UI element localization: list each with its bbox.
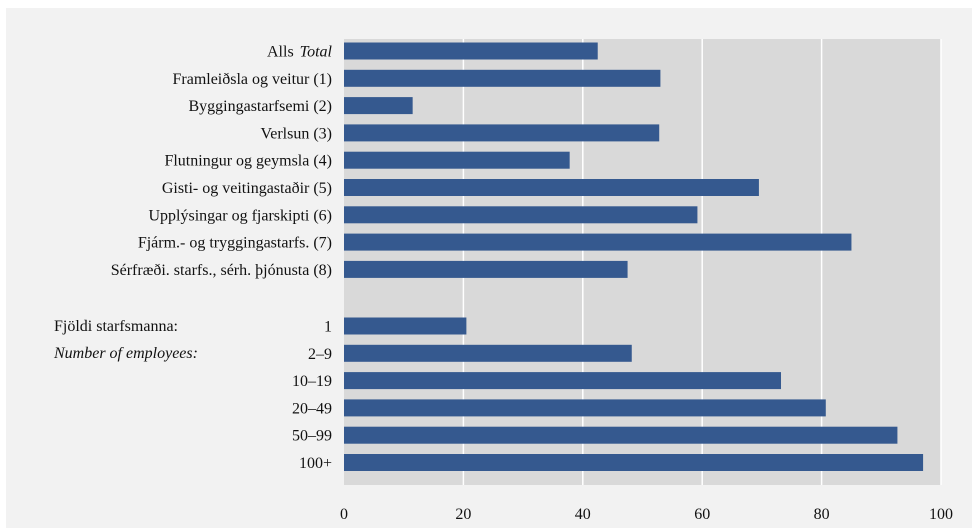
category-label: Sérfræði. starfs., sérh. þjónusta (8) [111,262,332,279]
bar [344,124,660,142]
bar [344,179,759,196]
bar [344,42,598,60]
category-label: Upplýsingar og fjarskipti (6) [148,207,332,224]
x-tick-label: 0 [340,506,348,523]
x-tick-label: 60 [694,506,710,523]
bars [344,42,924,471]
bar [344,69,661,87]
x-axis-ticks: 0 20 40 60 80 100 [340,506,953,523]
category-label: 20–49 [292,400,332,417]
category-label: Gisti- og veitingastaðir (5) [162,180,332,197]
group-title-en: Number of employees: [53,345,198,362]
category-label: 2–9 [308,346,332,363]
category-label: 10–19 [292,373,332,390]
bar [344,97,413,115]
bar [344,426,898,444]
category-label: Verlsun (3) [260,125,332,142]
category-label: Flutningur og geymsla (4) [164,153,332,170]
x-tick-label: 100 [929,506,953,523]
category-label: 1 [324,319,332,336]
bar [344,399,826,417]
category-label: Framleiðsla og veitur (1) [172,71,332,88]
bar [344,151,570,169]
bar [344,233,852,251]
bar [344,206,698,224]
category-label: 100+ [299,455,332,472]
bar [344,317,467,335]
bar [344,260,628,278]
bar [344,454,924,471]
category-label: Byggingastarfsemi (2) [188,98,332,115]
category-label: Alls Total [267,44,333,61]
bar [344,344,632,362]
category-labels: Alls Total Framleiðsla og veitur (1) Byggin… [111,44,333,473]
x-tick-label: 80 [814,506,830,523]
group-title-is: Fjöldi starfsmanna: [54,318,178,335]
category-label: Fjárm.- og tryggingastarfs. (7) [138,235,332,252]
group-title: Fjöldi starfsmanna: Number of employees: [53,318,198,362]
category-label: 50–99 [292,428,332,445]
x-tick-label: 20 [455,506,471,523]
bar [344,372,782,390]
x-tick-label: 40 [575,506,591,523]
